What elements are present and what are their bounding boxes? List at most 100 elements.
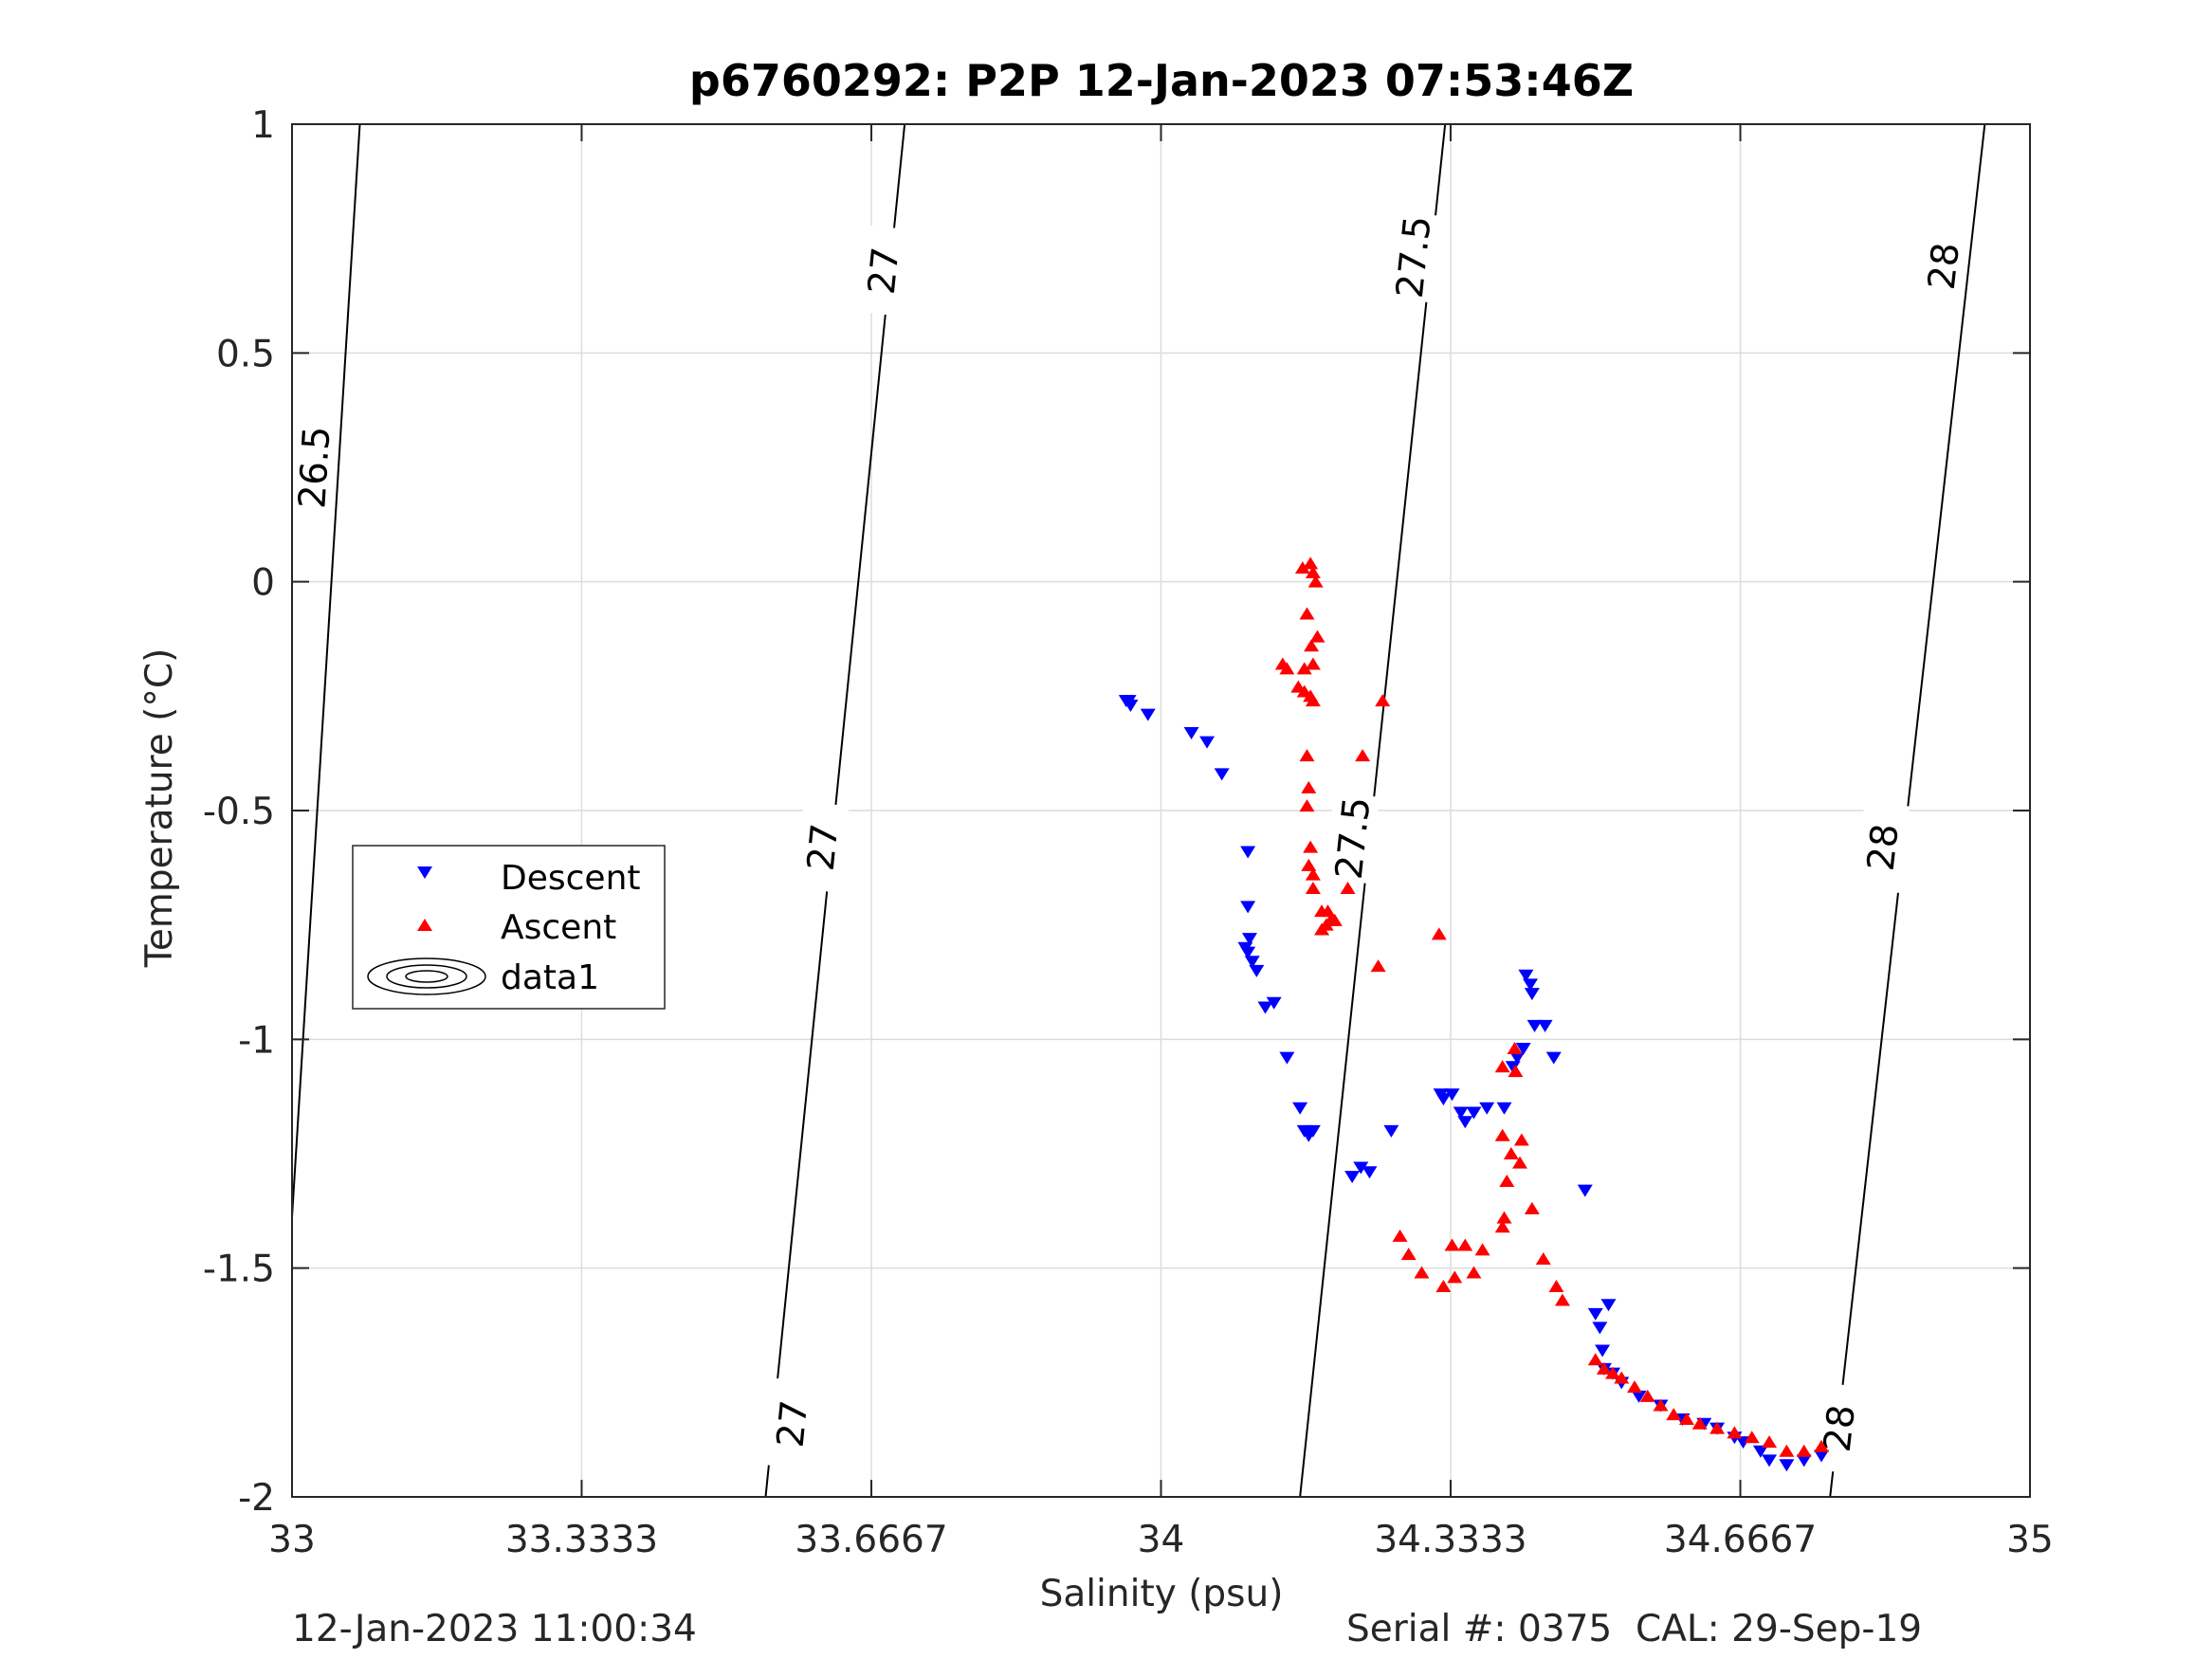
ascent-point [1305, 867, 1321, 881]
descent-point [1266, 996, 1282, 1010]
ascent-point [1323, 913, 1339, 926]
ascent-point [1320, 904, 1336, 918]
ascent-point [1431, 927, 1447, 940]
ascent-point [1304, 639, 1320, 652]
ascent-point [1512, 1156, 1528, 1169]
x-tick-label: 33.6667 [795, 1519, 947, 1561]
descent-point [1241, 933, 1257, 946]
descent-point [1515, 1042, 1531, 1055]
descent-point [1779, 1459, 1795, 1472]
ascent-point [1605, 1366, 1621, 1379]
isopycnal-label-gap [1385, 210, 1440, 303]
ascent-point [1596, 1361, 1612, 1375]
descent-point [1240, 946, 1256, 959]
ascent-point [1494, 1128, 1510, 1141]
descent-point [1435, 1093, 1452, 1106]
legend-box [352, 845, 666, 1010]
y-tick-label: -1.5 [203, 1249, 275, 1291]
descent-point [1587, 1307, 1603, 1321]
ascent-point [1554, 1293, 1570, 1306]
ascent-point [1744, 1431, 1760, 1444]
ascent-point [1666, 1408, 1682, 1421]
legend-descent-marker [417, 866, 432, 879]
footer-timestamp: 12-Jan-2023 11:00:34 [292, 1608, 697, 1650]
isopycnal-label: 28 [1921, 241, 1968, 292]
footer-serial-cal: Serial #: 0375 CAL: 29-Sep-19 [1346, 1608, 1923, 1650]
descent-point [1240, 901, 1256, 914]
isopycnal-label: 27 [800, 822, 848, 873]
ascent-point [1370, 959, 1386, 973]
ascent-point [1305, 694, 1321, 707]
ascent-point [1548, 1279, 1564, 1292]
ascent-point [1301, 780, 1317, 793]
ascent-point [1303, 556, 1319, 570]
ascent-point [1499, 1174, 1515, 1187]
ascent-point [1301, 858, 1317, 871]
descent-point [1600, 1299, 1617, 1312]
grid-lines [291, 123, 2031, 1498]
y-tick-label: -0.5 [203, 791, 275, 833]
ascent-point [1639, 1389, 1655, 1402]
x-tick-label: 34.6667 [1664, 1519, 1817, 1561]
ascent-point [1814, 1439, 1830, 1452]
descent-point [1496, 1102, 1512, 1115]
ascent-point [1614, 1371, 1630, 1384]
descent-point [1249, 964, 1265, 977]
isopycnal-line [292, 124, 361, 1232]
descent-point [1444, 1088, 1460, 1102]
isopycnal-label: 27.5 [1389, 214, 1440, 301]
descent-point [1344, 1171, 1361, 1184]
descent-point [1479, 1102, 1495, 1115]
x-tick-label: 33.3333 [505, 1519, 658, 1561]
ascent-point [1299, 799, 1315, 812]
y-axis-label: Temperature (°C) [138, 648, 181, 969]
isopycnal-label-gap [764, 1377, 819, 1469]
descent-point [1362, 1166, 1378, 1179]
descent-point [1453, 1106, 1469, 1120]
ascent-point [1503, 1147, 1519, 1159]
ascent-point [1727, 1426, 1743, 1439]
isopycnal-label-gap [1855, 801, 1910, 894]
ascent-point [1535, 1252, 1551, 1266]
x-tick-label: 33 [268, 1519, 316, 1561]
descent-point [1279, 1051, 1295, 1065]
x-tick-label: 34.3333 [1374, 1519, 1526, 1561]
ascent-point [1457, 1238, 1473, 1251]
descent-point [1526, 1019, 1543, 1032]
ascent-point [1305, 566, 1321, 579]
ascent-point [1299, 749, 1315, 762]
ascent-point [1309, 629, 1325, 643]
ascent-point [1296, 662, 1312, 675]
chart-title: p6760292: P2P 12-Jan-2023 07:53:46Z [689, 55, 1634, 106]
x-tick-label: 34 [1138, 1519, 1185, 1561]
ascent-point [1709, 1421, 1726, 1434]
isopycnal-label-gap [292, 422, 339, 513]
ascent-point [1496, 1211, 1512, 1224]
isopycnal-label: 27 [770, 1398, 817, 1449]
descent-point [1537, 1019, 1553, 1032]
descent-point [1214, 768, 1230, 781]
y-tick-label: 1 [251, 104, 275, 147]
descent-point [1631, 1390, 1647, 1403]
ascent-point [1678, 1412, 1694, 1425]
ascent-point [1307, 574, 1324, 588]
isopycnal-label: 26.5 [291, 425, 338, 509]
y-tick-label: 0 [251, 562, 275, 605]
ascent-point [1299, 607, 1315, 620]
ascent-point [1435, 1279, 1452, 1292]
legend-contour-label: data1 [501, 958, 599, 997]
descent-point [1592, 1322, 1608, 1335]
legend-descent-label: Descent [501, 859, 641, 898]
ascent-point [1294, 561, 1310, 574]
ascent-point [1355, 749, 1371, 762]
ascent-point [1466, 1266, 1482, 1279]
axis-ticks: 33 33.3333 33.6667 34 34.3333 34.6667 35 -2 -1.5… [203, 104, 2054, 1561]
descent-point [1524, 988, 1540, 1001]
descent-point [1523, 978, 1539, 992]
legend-ascent-marker [417, 919, 432, 931]
descent-point [1518, 969, 1534, 982]
ascent-point [1414, 1266, 1430, 1279]
ascent-point [1513, 1133, 1529, 1146]
descent-point [1796, 1454, 1812, 1468]
ascent-point [1400, 1248, 1417, 1261]
